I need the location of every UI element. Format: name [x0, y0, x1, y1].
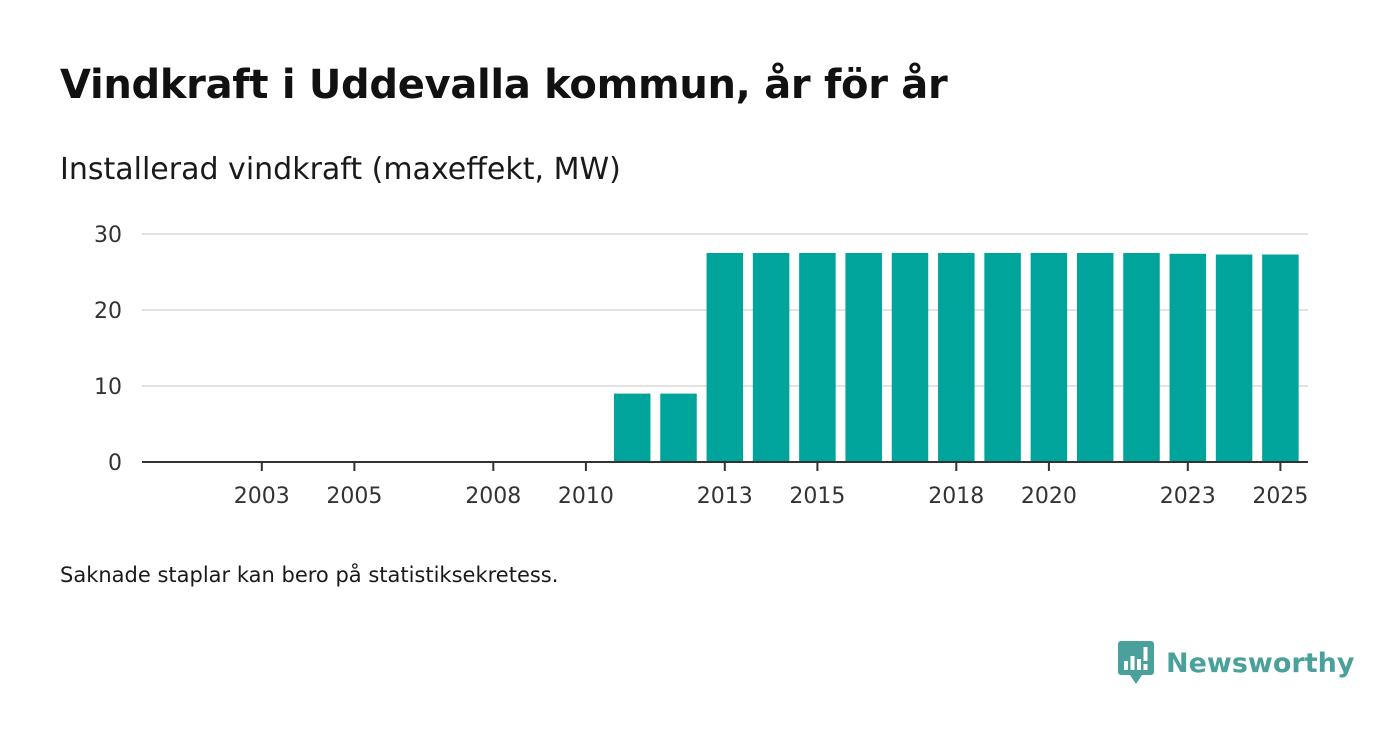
- y-tick-label-30: 30: [94, 223, 122, 248]
- bar-2012: [660, 393, 697, 462]
- chart-subtitle: Installerad vindkraft (maxeffekt, MW): [60, 152, 621, 187]
- brand-name: Newsworthy: [1166, 647, 1355, 679]
- x-tick-label-2005: 2005: [326, 484, 382, 509]
- x-tick-label-2008: 2008: [465, 484, 521, 509]
- bar-2017: [891, 253, 929, 462]
- bar-2020: [1030, 253, 1068, 462]
- bar-2014: [752, 253, 790, 462]
- x-tick-label-2003: 2003: [234, 484, 290, 509]
- x-tick-label-2015: 2015: [789, 484, 845, 509]
- bar-2011: [613, 393, 651, 462]
- bar-2015: [799, 253, 836, 462]
- bar-2023: [1169, 253, 1207, 462]
- bars: [613, 253, 1299, 462]
- bar-2016: [845, 253, 882, 462]
- x-tick-label-2020: 2020: [1021, 484, 1077, 509]
- chart-title: Vindkraft i Uddevalla kommun, år för år: [60, 62, 948, 108]
- y-tick-label-20: 20: [94, 299, 122, 324]
- bar-2013: [706, 253, 744, 462]
- newsworthy-chart-bubble-icon: [1118, 641, 1154, 684]
- brand-logo: Newsworthy: [1118, 640, 1354, 686]
- bar-2021: [1076, 253, 1114, 462]
- bar-2019: [984, 253, 1021, 462]
- bar-2025: [1262, 254, 1299, 462]
- x-tick-label-2013: 2013: [697, 484, 753, 509]
- footnote: Saknade staplar kan bero på statistiksek…: [60, 563, 559, 587]
- bar-2018: [938, 253, 975, 462]
- y-tick-label-0: 0: [108, 451, 122, 476]
- x-tick-label-2018: 2018: [928, 484, 984, 509]
- bar-2024: [1215, 254, 1253, 462]
- bar-2022: [1123, 253, 1160, 462]
- axes: [142, 461, 1308, 471]
- y-tick-label-10: 10: [94, 375, 122, 400]
- x-tick-label-2025: 2025: [1252, 484, 1308, 509]
- tick-labels: 0 10 20 30 2003 2005 2008 2010 2013 2015 2018 2020 2…: [94, 223, 1308, 509]
- x-tick-label-2023: 2023: [1160, 484, 1216, 509]
- x-tick-label-2010: 2010: [558, 484, 614, 509]
